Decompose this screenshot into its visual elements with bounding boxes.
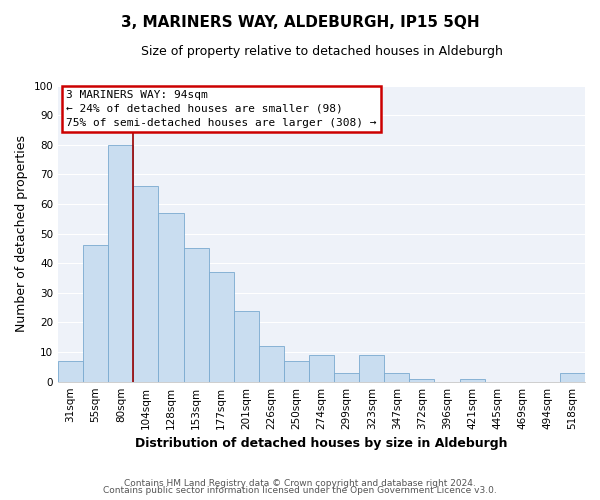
Bar — [284, 361, 309, 382]
Text: Contains public sector information licensed under the Open Government Licence v3: Contains public sector information licen… — [103, 486, 497, 495]
Bar — [560, 373, 585, 382]
Bar — [309, 355, 334, 382]
Y-axis label: Number of detached properties: Number of detached properties — [15, 135, 28, 332]
X-axis label: Distribution of detached houses by size in Aldeburgh: Distribution of detached houses by size … — [135, 437, 508, 450]
Title: Size of property relative to detached houses in Aldeburgh: Size of property relative to detached ho… — [140, 45, 502, 58]
Bar — [133, 186, 158, 382]
Bar — [460, 378, 485, 382]
Bar — [158, 213, 184, 382]
Text: Contains HM Land Registry data © Crown copyright and database right 2024.: Contains HM Land Registry data © Crown c… — [124, 478, 476, 488]
Bar — [83, 246, 108, 382]
Text: 3, MARINERS WAY, ALDEBURGH, IP15 5QH: 3, MARINERS WAY, ALDEBURGH, IP15 5QH — [121, 15, 479, 30]
Bar — [58, 361, 83, 382]
Bar — [108, 145, 133, 382]
Text: 3 MARINERS WAY: 94sqm
← 24% of detached houses are smaller (98)
75% of semi-deta: 3 MARINERS WAY: 94sqm ← 24% of detached … — [66, 90, 376, 128]
Bar — [334, 373, 359, 382]
Bar — [259, 346, 284, 382]
Bar — [359, 355, 384, 382]
Bar — [184, 248, 209, 382]
Bar — [409, 378, 434, 382]
Bar — [384, 373, 409, 382]
Bar — [233, 310, 259, 382]
Bar — [209, 272, 233, 382]
